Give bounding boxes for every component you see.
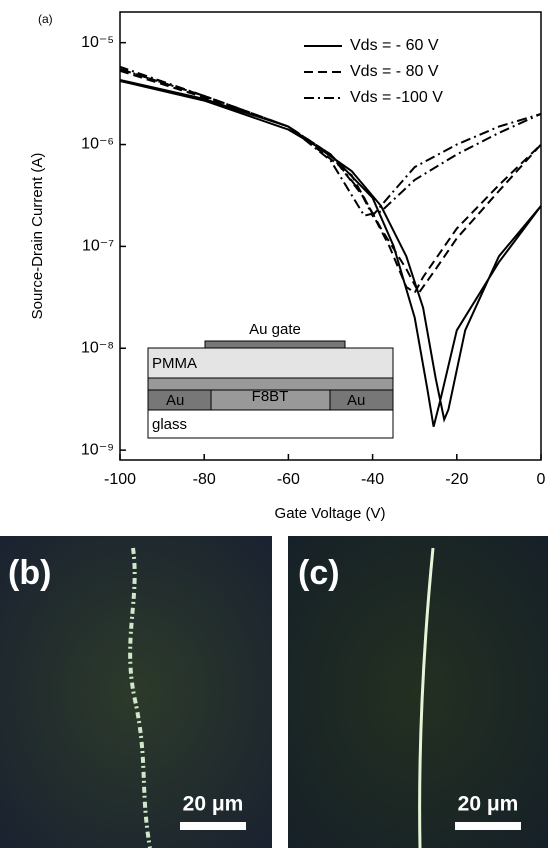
- glass-layer: [147, 409, 394, 439]
- pmma-layer: [147, 347, 394, 379]
- emission-line: [418, 547, 435, 848]
- x-tick-label: -60: [277, 471, 300, 488]
- inset: Au gate PMMA F8BT Au Au glass: [147, 321, 394, 439]
- x-tick-label: -100: [104, 471, 136, 488]
- y-tick-label: 10⁻⁹: [81, 441, 114, 458]
- x-tick-label: 0: [537, 471, 546, 488]
- x-axis-label: Gate Voltage (V): [275, 505, 386, 522]
- series-line: [119, 68, 542, 295]
- inset-label: glass: [152, 416, 187, 433]
- gate-layer: [204, 340, 346, 349]
- scale-bar: [180, 822, 246, 830]
- panel-label: (c): [298, 554, 340, 592]
- legend-label: Vds = - 80 V: [350, 63, 439, 80]
- series-line: [119, 65, 542, 218]
- legend-label: Vds = -100 V: [350, 89, 443, 106]
- inset-label: Au gate: [249, 321, 301, 338]
- panel-label: (a): [38, 12, 53, 26]
- panel-label: (b): [8, 554, 51, 592]
- inset-label: PMMA: [152, 355, 197, 372]
- y-tick-label: 10⁻⁷: [82, 238, 114, 255]
- inset-label: Au: [347, 392, 365, 409]
- scale-bar-label: 20 μm: [458, 793, 519, 816]
- inset-label: Au: [166, 392, 184, 409]
- y-axis-label: Source-Drain Current (A): [29, 153, 46, 320]
- panel-c: (c) 20 μm: [288, 536, 548, 848]
- panel-b: (b) 20 μm: [0, 536, 272, 848]
- scale-bar: [455, 822, 521, 830]
- inset-label: F8BT: [252, 388, 289, 405]
- y-tick-label: 10⁻⁸: [81, 339, 114, 356]
- micrograph: [288, 536, 548, 848]
- scale-bar-label: 20 μm: [183, 793, 244, 816]
- plot-frame: [119, 11, 542, 461]
- legend-label: Vds = - 60 V: [350, 37, 439, 54]
- series-line: [119, 79, 542, 427]
- x-tick-label: -20: [445, 471, 468, 488]
- y-tick-label: 10⁻⁵: [81, 34, 114, 51]
- x-tick-label: -80: [193, 471, 216, 488]
- x-tick-label: -40: [361, 471, 384, 488]
- emission-line: [128, 547, 152, 848]
- y-tick-label: 10⁻⁶: [81, 136, 114, 153]
